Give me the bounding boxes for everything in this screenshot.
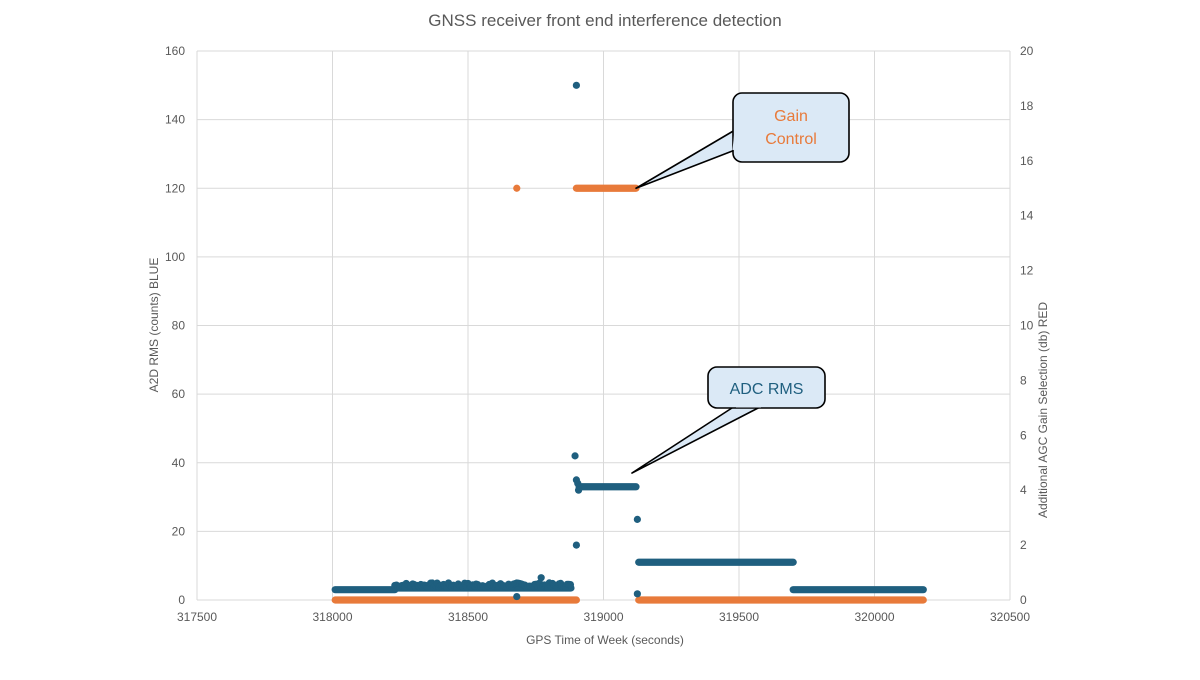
callout-seam [732, 129, 738, 151]
x-tick-label: 318500 [448, 610, 488, 624]
y2-tick-label: 4 [1020, 483, 1027, 497]
data-point [513, 184, 521, 192]
y2-tick-label: 2 [1020, 538, 1027, 552]
y2-tick-label: 0 [1020, 593, 1027, 607]
y2-tick-label: 16 [1020, 154, 1034, 168]
y2-tick-labels: 0 2 4 6 8 10 12 14 16 18 20 [1020, 44, 1034, 607]
series-layer [331, 81, 927, 604]
grid-layer [196, 50, 1011, 601]
x-tick-labels: 317500 318000 318500 319000 319500 320000 3205… [177, 610, 1030, 624]
y2-tick-label: 8 [1020, 373, 1027, 387]
callout: ADC RMS [631, 366, 826, 474]
data-point [537, 574, 545, 582]
callout-label: Control [765, 131, 817, 148]
data-point [513, 592, 521, 601]
x-tick-label: 319500 [719, 610, 759, 624]
data-point [633, 590, 641, 598]
x-tick-label: 317500 [177, 610, 217, 624]
callout-layer: Gain Control ADC RMS [631, 92, 850, 474]
y2-tick-label: 14 [1020, 209, 1034, 223]
y-tick-label: 20 [172, 524, 186, 538]
data-point [572, 541, 581, 549]
callout-label: Gain [774, 108, 808, 125]
data-point [566, 580, 575, 589]
data-point [572, 81, 581, 89]
x-tick-label: 320000 [854, 610, 894, 624]
series-adc-rms [331, 81, 927, 601]
y2-tick-label: 10 [1020, 319, 1034, 333]
y2-tick-label: 18 [1020, 99, 1034, 113]
y-tick-label: 160 [165, 44, 185, 58]
y2-tick-label: 12 [1020, 264, 1034, 278]
data-point [571, 452, 579, 460]
x-axis-title: GPS Time of Week (seconds) [526, 633, 684, 647]
callout-label: ADC RMS [730, 381, 804, 398]
y-tick-label: 60 [172, 387, 186, 401]
y-tick-label: 140 [165, 113, 185, 127]
chart-title: GNSS receiver front end interference det… [428, 11, 781, 30]
y-tick-label: 80 [172, 319, 186, 333]
data-point [574, 479, 582, 487]
y-tick-label: 100 [165, 250, 185, 264]
y-tick-label: 40 [172, 456, 186, 470]
y-tick-label: 0 [178, 593, 185, 607]
callout-box [707, 366, 826, 409]
data-point [574, 486, 583, 494]
callout-pointer [635, 129, 736, 190]
y-tick-labels: 0 20 40 60 80 100 120 140 160 [165, 44, 185, 607]
x-tick-label: 320500 [990, 610, 1030, 624]
x-tick-label: 318000 [312, 610, 352, 624]
y2-tick-label: 6 [1020, 428, 1027, 442]
x-tick-label: 319000 [583, 610, 623, 624]
callout: Gain Control [635, 92, 850, 190]
y-tick-label: 120 [165, 181, 185, 195]
y-axis-title: A2D RMS (counts) BLUE [147, 258, 161, 393]
series-gain-control [331, 184, 927, 604]
y2-axis-title: Additional AGC Gain Selection (db) RED [1036, 302, 1050, 518]
data-point [633, 515, 641, 523]
y2-tick-label: 20 [1020, 44, 1034, 58]
callout-box [732, 92, 850, 163]
